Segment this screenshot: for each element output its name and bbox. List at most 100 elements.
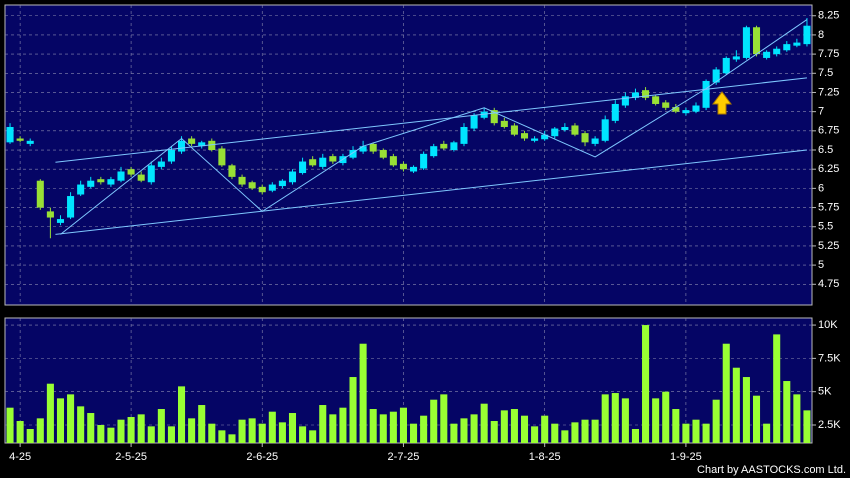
candle-body	[56, 219, 65, 223]
trend-line	[55, 149, 808, 235]
y-tick-label: 7	[818, 106, 824, 118]
volume-bar	[642, 325, 650, 443]
volume-bar	[26, 429, 34, 443]
candle-body	[188, 138, 196, 144]
y-tick-label: 6	[818, 182, 824, 194]
volume-bar	[712, 399, 720, 443]
candle-body	[742, 27, 750, 58]
volume-bar	[67, 394, 75, 443]
x-tick-label: 1-8-25	[529, 451, 561, 463]
volume-bar	[793, 394, 801, 443]
volume-bar	[672, 409, 680, 443]
volume-bar	[803, 410, 811, 443]
y-tick-label: 5	[818, 259, 824, 271]
candle-body	[369, 143, 377, 152]
candle-body	[238, 176, 246, 185]
y-tick-label: 8	[818, 29, 824, 41]
candle-body	[510, 125, 518, 135]
volume-bar	[571, 422, 579, 443]
volume-bar	[783, 381, 791, 443]
volume-bar	[329, 414, 337, 443]
candle-body	[460, 126, 468, 144]
candle-body	[500, 120, 508, 127]
volume-bar	[188, 418, 196, 443]
y-tick-label: 2.5K	[818, 419, 841, 431]
volume-bar	[46, 383, 54, 443]
volume-bar	[450, 423, 458, 443]
candle-body	[299, 161, 307, 174]
candle-body	[581, 133, 589, 143]
volume-bar	[278, 422, 286, 443]
candle-body	[67, 196, 75, 218]
volume-bar	[167, 426, 175, 443]
volume-bar	[117, 419, 125, 443]
x-tick-label: 2-5-25	[115, 451, 147, 463]
volume-bar	[178, 386, 186, 443]
candle-body	[430, 146, 438, 157]
volume-bar	[430, 399, 438, 443]
x-tick-label: 1-9-25	[670, 451, 702, 463]
volume-bar	[288, 413, 297, 443]
volume-bar	[410, 423, 418, 443]
candle-body	[551, 128, 559, 137]
candle-body	[218, 148, 226, 166]
candle-body	[410, 166, 418, 172]
candle-body	[87, 180, 95, 187]
candle-body	[167, 150, 175, 162]
volume-bar	[621, 398, 629, 443]
y-tick-label: 6.75	[818, 125, 839, 137]
candle-body	[420, 153, 428, 169]
volume-bar	[500, 410, 508, 443]
candle-body	[783, 44, 791, 51]
volume-bar	[652, 398, 660, 443]
candle-body	[682, 110, 690, 114]
volume-bar	[561, 430, 569, 443]
candle-body	[228, 165, 236, 177]
volume-bar	[379, 414, 387, 443]
volume-bar	[87, 413, 95, 443]
candle-body	[319, 157, 327, 167]
candle-body	[107, 179, 115, 185]
volume-bar	[601, 394, 609, 443]
candle-body	[732, 56, 740, 60]
volume-bar	[218, 430, 226, 443]
candle-body	[520, 133, 529, 139]
candle-body	[379, 150, 387, 158]
candle-body	[26, 140, 34, 144]
volume-bar	[702, 423, 710, 443]
candle-body	[440, 143, 448, 149]
y-tick-label: 4.75	[818, 278, 839, 290]
candle-body	[793, 42, 801, 46]
candle-body	[480, 111, 488, 118]
volume-bar	[359, 343, 367, 443]
volume-bar	[127, 417, 135, 443]
candle-body	[137, 174, 145, 181]
candle-body	[752, 27, 761, 55]
trend-line	[60, 19, 808, 235]
candle-body	[198, 142, 206, 147]
volume-bar	[732, 367, 740, 443]
candle-body	[309, 159, 317, 166]
volume-bar	[198, 405, 206, 443]
candle-body	[773, 48, 781, 55]
volume-bar	[309, 430, 317, 443]
volume-bar	[339, 407, 347, 443]
volume-bar	[299, 426, 307, 443]
volume-bar	[258, 423, 266, 443]
x-tick-label: 2-6-25	[246, 451, 278, 463]
volume-bar	[56, 398, 65, 443]
x-tick-label: 4-25	[9, 451, 31, 463]
y-tick-label: 8.25	[818, 10, 839, 22]
candle-body	[77, 184, 85, 195]
candle-body	[591, 138, 599, 144]
volume-bar	[208, 423, 216, 443]
y-tick-label: 7.75	[818, 48, 839, 60]
volume-bar	[420, 415, 428, 443]
volume-bar	[591, 419, 599, 443]
candle-body	[652, 96, 660, 104]
volume-bar	[369, 409, 377, 443]
volume-bar	[107, 427, 115, 443]
y-tick-label: 5.75	[818, 201, 839, 213]
y-tick-label: 7.5	[818, 67, 833, 79]
